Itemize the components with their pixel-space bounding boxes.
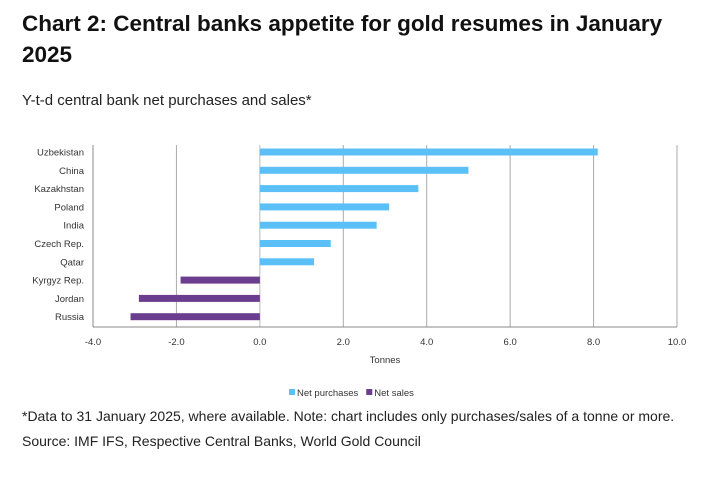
x-tick-label: 6.0 [504,337,517,348]
x-tick-label: 8.0 [587,337,600,348]
bar-qatar [259,258,315,266]
x-tick-label: 4.0 [420,337,433,348]
y-tick-label: Kazakhstan [34,184,84,195]
x-tick-label: -2.0 [168,337,184,348]
x-tick-label: 2.0 [337,337,350,348]
y-tick-label: Russia [55,312,85,323]
bar-russia [130,313,260,321]
bar-uzbekistan [259,148,598,156]
notes: *Data to 31 January 2025, where availabl… [22,404,712,453]
bar-czech-rep- [259,240,331,247]
legend-swatch [289,389,295,395]
bar-poland [259,203,390,211]
y-tick-label: Czech Rep. [34,239,84,250]
footnote: *Data to 31 January 2025, where availabl… [22,408,675,424]
y-tick-label: Jordan [55,294,84,305]
bar-kyrgyz-rep- [180,276,260,284]
chart-subtitle: Y-t-d central bank net purchases and sal… [22,92,312,109]
legend-label: Net purchases [297,388,359,399]
x-tick-label: -4.0 [85,337,101,348]
legend-label: Net sales [374,388,414,399]
y-tick-label: Uzbekistan [37,148,84,159]
x-axis-label: Tonnes [370,355,401,366]
x-tick-label: 0.0 [253,337,266,348]
bar-china [259,166,469,174]
bar-kazakhstan [259,185,419,193]
y-tick-label: China [59,166,85,177]
y-tick-label: India [63,221,84,232]
x-tick-label: 10.0 [668,337,687,348]
legend-swatch [366,389,373,395]
y-tick-label: Qatar [60,257,84,268]
source: Source: IMF IFS, Respective Central Bank… [22,432,421,449]
y-tick-label: Kyrgyz Rep. [32,276,84,287]
bar-jordan [138,294,260,302]
y-tick-label: Poland [54,202,84,213]
chart-title: Chart 2: Central banks appetite for gold… [22,11,663,67]
bar-india [259,221,377,229]
